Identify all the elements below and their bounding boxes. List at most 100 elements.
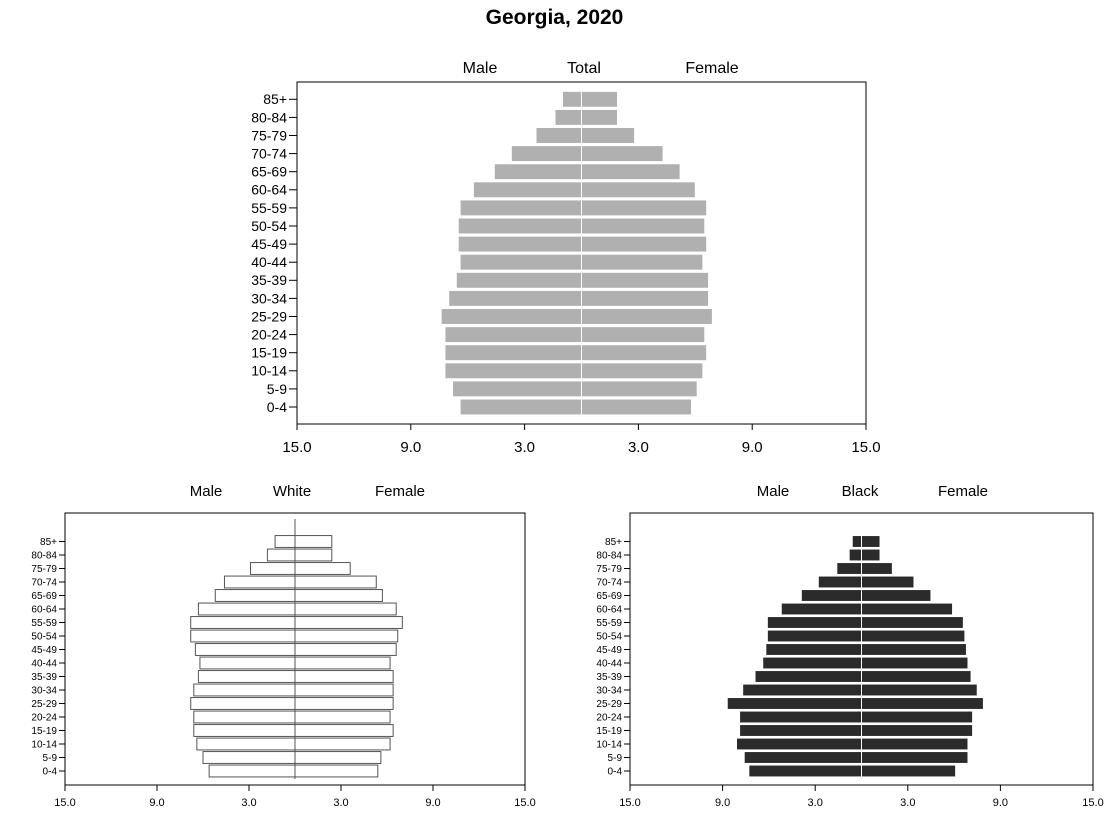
- total-y-label-45-49: 45-49: [251, 236, 287, 252]
- white-female-bar-30-34: [294, 683, 394, 697]
- black-female-bar-35-39: [861, 670, 972, 683]
- black-x-tick-label: 3.0: [900, 797, 915, 809]
- black-y-label-15-19: 15-19: [596, 726, 622, 737]
- white-female-bar-60-64: [294, 602, 397, 616]
- white-male-bar-25-29: [190, 697, 296, 710]
- black-y-label-60-64: 60-64: [596, 605, 622, 616]
- black-female-bar-60-64: [861, 602, 954, 616]
- white-y-label-40-44: 40-44: [31, 659, 57, 670]
- white-female-bar-10-14: [294, 737, 391, 751]
- black-male-label: Male: [757, 483, 790, 500]
- total-male-bar-70-74: [510, 145, 582, 163]
- black-y-label-5-9: 5-9: [608, 753, 623, 764]
- white-female-bar-35-39: [294, 670, 394, 683]
- total-male-bar-60-64: [472, 181, 583, 199]
- white-female-bar-55-59: [294, 616, 403, 629]
- white-male-bar-85+: [274, 535, 296, 548]
- total-male-bar-65-69: [493, 163, 582, 181]
- page-title: Georgia, 2020: [485, 6, 624, 29]
- white-male-bar-15-19: [193, 724, 296, 737]
- total-female-bar-55-59: [581, 199, 708, 217]
- white-y-label-85+: 85+: [40, 537, 57, 548]
- white-y-label-30-34: 30-34: [31, 686, 57, 697]
- black-male-bar-55-59: [766, 616, 863, 629]
- total-y-label-20-24: 20-24: [251, 327, 287, 343]
- black-y-label-70-74: 70-74: [596, 578, 622, 589]
- white-female-bar-75-79: [294, 562, 351, 575]
- white-y-label-20-24: 20-24: [31, 713, 57, 724]
- black-male-bar-85+: [851, 535, 862, 548]
- black-male-bar-0-4: [748, 764, 862, 778]
- total-y-label-55-59: 55-59: [251, 200, 287, 216]
- white-male-bar-40-44: [199, 656, 296, 670]
- black-male-bar-20-24: [739, 710, 862, 724]
- black-male-bar-5-9: [743, 751, 862, 764]
- black-male-bar-65-69: [800, 589, 862, 602]
- white-male-bar-75-79: [250, 562, 296, 575]
- total-title: Total: [567, 60, 601, 77]
- black-female-bar-65-69: [861, 589, 932, 602]
- black-female-bar-15-19: [861, 724, 974, 737]
- white-y-label-15-19: 15-19: [31, 726, 57, 737]
- white-female-bar-20-24: [294, 710, 391, 724]
- white-female-bar-5-9: [294, 751, 382, 764]
- white-x-tick-label: 15.0: [54, 797, 75, 809]
- white-x-tick-label: 3.0: [241, 797, 256, 809]
- black-x-tick-label: 9.0: [993, 797, 1008, 809]
- total-male-bar-0-4: [459, 398, 583, 416]
- total-male-bar-40-44: [459, 253, 583, 271]
- white-male-bar-55-59: [190, 616, 296, 629]
- black-male-bar-70-74: [817, 575, 863, 589]
- white-x-tick-label: 3.0: [333, 797, 348, 809]
- total-x-tick-label: 15.0: [282, 439, 311, 456]
- black-female-bar-70-74: [861, 575, 915, 589]
- black-female-bar-40-44: [861, 656, 969, 670]
- black-female-bar-20-24: [861, 710, 974, 724]
- total-y-label-40-44: 40-44: [251, 254, 287, 270]
- total-female-bar-85+: [581, 90, 619, 108]
- total-male-bar-35-39: [455, 271, 583, 289]
- black-y-label-0-4: 0-4: [608, 767, 623, 778]
- total-female-bar-40-44: [581, 253, 704, 271]
- black-female-bar-50-54: [861, 629, 966, 643]
- black-male-bar-25-29: [726, 697, 862, 710]
- white-female-bar-40-44: [294, 656, 391, 670]
- white-y-label-35-39: 35-39: [31, 672, 57, 683]
- total-x-tick-label: 15.0: [851, 439, 880, 456]
- total-y-label-15-19: 15-19: [251, 345, 287, 361]
- total-male-label: Male: [463, 60, 498, 77]
- white-male-bar-50-54: [190, 629, 296, 643]
- white-male-bar-5-9: [202, 751, 296, 764]
- black-female-label: Female: [938, 483, 988, 500]
- total-x-tick-label: 3.0: [628, 439, 649, 456]
- white-female-bar-15-19: [294, 724, 394, 737]
- total-female-bar-20-24: [581, 326, 706, 344]
- black-female-bar-55-59: [861, 616, 964, 629]
- white-female-label: Female: [375, 483, 425, 500]
- black-y-label-65-69: 65-69: [596, 591, 622, 602]
- white-female-bar-45-49: [294, 643, 397, 656]
- black-x-tick-label: 3.0: [808, 797, 823, 809]
- white-female-bar-25-29: [294, 697, 394, 710]
- black-y-label-35-39: 35-39: [596, 672, 622, 683]
- black-y-label-50-54: 50-54: [596, 632, 622, 643]
- total-y-label-85+: 85+: [263, 91, 287, 107]
- total-female-bar-75-79: [581, 127, 636, 144]
- total-female-label: Female: [685, 60, 738, 77]
- black-y-label-45-49: 45-49: [596, 645, 622, 656]
- white-y-label-10-14: 10-14: [31, 740, 57, 751]
- black-male-bar-10-14: [735, 737, 862, 751]
- black-male-bar-40-44: [762, 656, 863, 670]
- total-y-label-35-39: 35-39: [251, 272, 287, 288]
- total-x-tick-label: 9.0: [742, 439, 763, 456]
- total-female-bar-50-54: [581, 217, 706, 235]
- black-y-label-75-79: 75-79: [596, 564, 622, 575]
- total-y-label-5-9: 5-9: [267, 381, 287, 397]
- white-x-tick-label: 15.0: [514, 797, 535, 809]
- black-y-label-10-14: 10-14: [596, 740, 622, 751]
- white-male-bar-65-69: [214, 589, 296, 602]
- black-female-bar-0-4: [861, 764, 957, 778]
- black-female-bar-5-9: [861, 751, 969, 764]
- white-female-bar-0-4: [294, 764, 379, 778]
